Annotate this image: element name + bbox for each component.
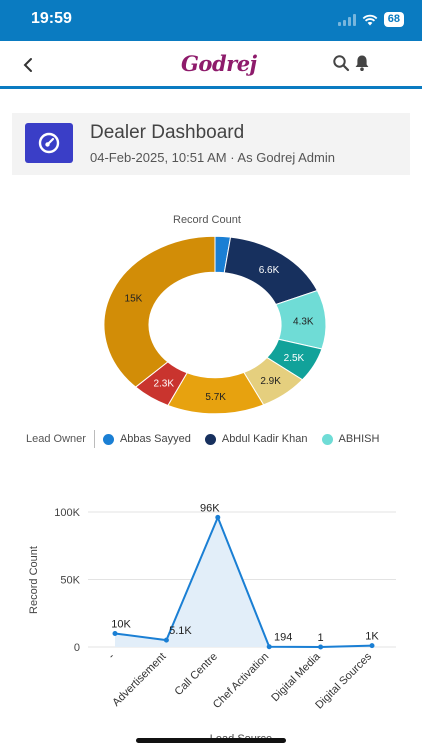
donut-chart-title: Record Count xyxy=(173,214,241,226)
x-tick-label-4: Digital Media xyxy=(269,650,323,704)
y-tick-label-2: 100K xyxy=(54,507,80,519)
data-label-5: 1K xyxy=(365,631,379,643)
battery-icon: 68 xyxy=(383,12,404,27)
y-axis-title: Record Count xyxy=(28,546,40,614)
data-label-4: 1 xyxy=(318,632,324,644)
donut-slice-label-5: 5.7K xyxy=(205,392,226,403)
data-label-2: 96K xyxy=(200,502,220,514)
back-button[interactable] xyxy=(14,51,42,79)
legend-item-abbas-sayyed[interactable]: Abbas Sayyed xyxy=(102,433,191,445)
status-bar: 19:59 68 xyxy=(0,0,422,41)
donut-slice-7[interactable] xyxy=(103,235,216,388)
dashboard-header-card: Dealer Dashboard 04-Feb-2025, 10:51 AM ·… xyxy=(12,113,410,175)
x-tick-label-3: Chef Activation xyxy=(211,651,271,711)
legend-item-label: ABHISH xyxy=(338,433,380,445)
page-subtitle: 04-Feb-2025, 10:51 AM · As Godrej Admin xyxy=(90,150,335,165)
x-tick-label-0: - xyxy=(106,650,117,661)
donut-slice-label-7: 15K xyxy=(125,294,143,305)
data-point-3[interactable] xyxy=(266,644,272,650)
donut-slice-label-3: 2.5K xyxy=(284,353,305,364)
search-button[interactable] xyxy=(332,54,352,74)
legend-item-label: Abdul Kadir Khan xyxy=(221,433,308,445)
wifi-icon xyxy=(362,14,378,25)
app-header: Godrej xyxy=(0,41,422,89)
donut-slice-label-2: 4.3K xyxy=(293,317,314,328)
bell-icon xyxy=(355,55,369,71)
legend-item-abdul-kadir-khan[interactable]: Abdul Kadir Khan xyxy=(204,433,308,445)
search-icon xyxy=(333,55,350,72)
data-label-3: 194 xyxy=(274,632,292,644)
x-tick-label-5: Digital Sources xyxy=(313,650,374,711)
status-time: 19:59 xyxy=(31,10,72,27)
y-tick-label-1: 50K xyxy=(60,575,80,587)
gauge-icon xyxy=(38,132,60,154)
donut-slice-label-1: 6.6K xyxy=(259,265,280,276)
godrej-logo: Godrej xyxy=(181,51,257,76)
page-title: Dealer Dashboard xyxy=(90,122,245,143)
legend-item-label: Abbas Sayyed xyxy=(119,433,191,445)
line-chart: 0 50K 100K Record Count 10K 5.1K 96K 194 1 1K - Adv… xyxy=(0,495,422,750)
signal-icon xyxy=(337,13,356,26)
y-tick-label-0: 0 xyxy=(74,642,80,654)
legend-title: Lead Owner xyxy=(26,433,86,445)
legend-swatch xyxy=(204,433,216,445)
chevron-left-icon xyxy=(23,58,32,72)
legend-item-abhish[interactable]: ABHISH xyxy=(321,433,380,445)
data-point-2[interactable] xyxy=(215,514,221,520)
notifications-button[interactable] xyxy=(354,54,372,74)
data-point-1[interactable] xyxy=(163,637,169,643)
legend-swatch xyxy=(321,433,333,445)
donut-slice-label-6: 2.3K xyxy=(153,379,174,390)
home-indicator xyxy=(136,738,286,743)
x-tick-label-2: Call Centre xyxy=(173,651,220,698)
x-tick-label-1: Advertisement xyxy=(110,651,168,709)
data-label-0: 10K xyxy=(111,619,131,631)
donut-slice-label-4: 2.9K xyxy=(260,376,281,387)
legend-divider xyxy=(93,430,95,448)
series-line xyxy=(114,514,373,648)
data-point-0[interactable] xyxy=(112,631,118,636)
status-icons: 68 xyxy=(337,12,404,27)
data-point-5[interactable] xyxy=(369,643,375,649)
data-point-4[interactable] xyxy=(318,644,324,650)
dashboard-icon xyxy=(25,123,73,163)
donut-chart: 6.6K 4.3K 2.5K 2.9K 5.7K 2.3K 15K xyxy=(95,230,335,420)
data-label-1: 5.1K xyxy=(169,625,192,637)
donut-legend: Lead Owner Abbas Sayyed Abdul Kadir Khan… xyxy=(26,428,396,450)
legend-swatch xyxy=(102,433,114,445)
